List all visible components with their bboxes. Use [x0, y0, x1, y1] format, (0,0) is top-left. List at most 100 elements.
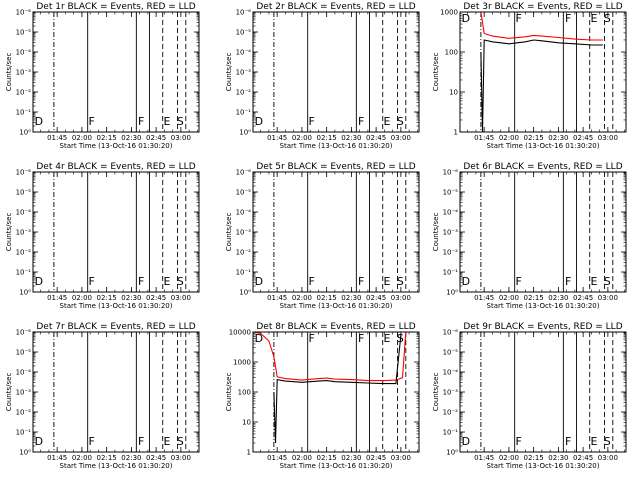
y-axis-label: Counts/sec: [432, 53, 440, 92]
y-axis-label: Counts/sec: [225, 373, 233, 412]
x-tick-label: 02:30: [341, 454, 361, 462]
plot-frame: [32, 331, 200, 453]
y-tick-label: 10: [449, 89, 458, 97]
y-tick-label: 10⁻³: [16, 229, 32, 237]
y-tick-label: 10⁻⁵: [16, 29, 32, 37]
x-tick-label: 03:00: [391, 454, 411, 462]
x-tick-label: 01:45: [47, 294, 67, 302]
event-marker-e: E: [164, 115, 171, 128]
y-tick-label: 10⁻²: [16, 89, 32, 97]
panel-title: Det 3r BLACK = Events, RED = LLD: [463, 2, 622, 12]
y-tick-label: 1000: [233, 359, 251, 367]
plot-frame: [32, 11, 200, 133]
x-tick-label: 02:00: [499, 294, 519, 302]
y-tick-label: 10⁻⁴: [443, 369, 459, 377]
x-tick-label: 02:15: [97, 454, 117, 462]
events-rate-line: [480, 39, 603, 133]
x-tick-label: 03:00: [171, 294, 191, 302]
lld-rate-line: [480, 11, 603, 41]
y-tick-label: 10⁻⁵: [443, 189, 459, 197]
event-marker-e: E: [591, 12, 598, 25]
y-tick-label: 100: [238, 389, 251, 397]
y-tick-label: 10⁻⁴: [16, 49, 32, 57]
plot-panel-1: Det 1r BLACK = Events, RED = LLD Counts/s…: [5, 2, 200, 150]
y-tick-label: 10⁻²: [236, 249, 252, 257]
event-marker-e: E: [591, 435, 598, 448]
plot-panel-5: Det 5r BLACK = Events, RED = LLD Counts/s…: [225, 162, 420, 310]
x-tick-label: 02:45: [573, 454, 593, 462]
event-marker-f: F: [358, 332, 364, 345]
x-tick-label: 02:00: [499, 454, 519, 462]
y-tick-label: 10⁰: [239, 129, 251, 137]
x-tick-label: 02:00: [72, 134, 92, 142]
x-tick-label: 02:45: [146, 294, 166, 302]
event-marker-f: F: [516, 275, 522, 288]
plot-panel-7: Det 7r BLACK = Events, RED = LLD Counts/s…: [5, 322, 200, 470]
event-marker-s: S: [397, 115, 404, 128]
x-tick-label: 02:45: [146, 134, 166, 142]
y-axis-label: Counts/sec: [5, 213, 13, 252]
plot-frame: [459, 331, 627, 453]
y-tick-label: 10⁻⁵: [236, 189, 252, 197]
x-tick-label: 02:30: [121, 134, 141, 142]
event-marker-f: F: [309, 332, 315, 345]
y-tick-label: 10⁻⁴: [443, 209, 459, 217]
x-axis-label: Start Time (13-Oct-16 01:30:20): [280, 302, 393, 310]
y-tick-label: 10⁻³: [443, 389, 459, 397]
event-marker-f: F: [138, 115, 144, 128]
events-rate-line: [273, 334, 402, 444]
x-tick-label: 02:15: [524, 294, 544, 302]
panel-title: Det 5r BLACK = Events, RED = LLD: [256, 162, 415, 172]
x-tick-label: 03:00: [598, 134, 618, 142]
event-marker-s: S: [177, 275, 184, 288]
y-tick-label: 10⁻⁴: [236, 209, 252, 217]
event-marker-s: S: [177, 435, 184, 448]
x-tick-label: 03:00: [171, 454, 191, 462]
x-tick-label: 02:30: [121, 454, 141, 462]
event-marker-f: F: [565, 12, 571, 25]
plot-frame: [252, 331, 420, 453]
x-tick-label: 01:45: [267, 134, 287, 142]
x-tick-label: 01:45: [267, 294, 287, 302]
y-axis-label: Counts/sec: [225, 53, 233, 92]
y-tick-label: 10⁰: [19, 289, 31, 297]
y-tick-label: 10⁻²: [443, 409, 459, 417]
y-tick-label: 10⁻⁶: [236, 9, 252, 17]
plot-panel-2: Det 2r BLACK = Events, RED = LLD Counts/s…: [225, 2, 420, 150]
event-marker-f: F: [516, 12, 522, 25]
y-tick-label: 10⁻³: [236, 229, 252, 237]
y-tick-label: 10⁻¹: [443, 429, 459, 437]
x-tick-label: 02:30: [341, 134, 361, 142]
event-marker-d: D: [462, 12, 470, 25]
y-tick-label: 10⁻⁶: [16, 169, 32, 177]
y-tick-label: 10⁻⁶: [443, 169, 459, 177]
y-tick-label: 10⁰: [446, 449, 458, 457]
x-tick-label: 02:30: [548, 294, 568, 302]
plot-panel-3: Det 3r BLACK = Events, RED = LLD Counts/s…: [432, 2, 627, 150]
y-tick-label: 10⁻⁶: [16, 9, 32, 17]
y-tick-label: 10⁰: [19, 449, 31, 457]
event-marker-s: S: [604, 435, 611, 448]
x-tick-label: 02:30: [121, 294, 141, 302]
y-tick-label: 1: [247, 449, 251, 457]
plot-panel-6: Det 6r BLACK = Events, RED = LLD Counts/s…: [432, 162, 627, 310]
event-marker-f: F: [89, 435, 95, 448]
y-tick-label: 10⁻¹: [16, 429, 32, 437]
y-tick-label: 10⁻⁴: [16, 209, 32, 217]
x-tick-label: 02:30: [548, 454, 568, 462]
event-marker-d: D: [255, 115, 263, 128]
plot-frame: [32, 171, 200, 293]
panel-title: Det 9r BLACK = Events, RED = LLD: [463, 322, 622, 332]
x-axis-label: Start Time (13-Oct-16 01:30:20): [487, 142, 600, 150]
x-tick-label: 02:15: [317, 294, 337, 302]
y-tick-label: 10⁻⁶: [236, 169, 252, 177]
x-tick-label: 02:30: [341, 294, 361, 302]
panel-title: Det 2r BLACK = Events, RED = LLD: [256, 2, 415, 12]
x-tick-label: 02:15: [317, 454, 337, 462]
y-tick-label: 10⁻¹: [443, 269, 459, 277]
panel-title: Det 6r BLACK = Events, RED = LLD: [463, 162, 622, 172]
panel-title: Det 7r BLACK = Events, RED = LLD: [36, 322, 195, 332]
y-tick-label: 10⁻⁵: [16, 189, 32, 197]
y-tick-label: 10⁻¹: [236, 109, 252, 117]
